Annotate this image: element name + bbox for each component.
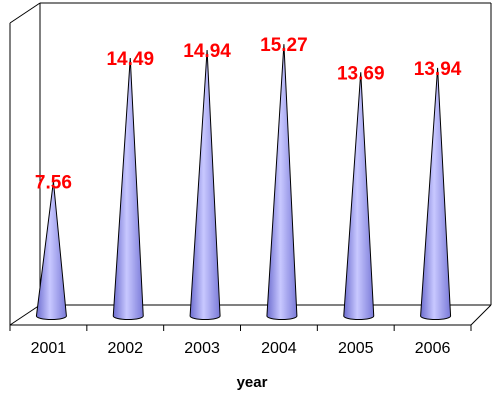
floor-left-depth [9, 304, 41, 326]
bar-2006 [420, 67, 452, 320]
x-axis-title: year [237, 374, 268, 391]
bar-2004 [266, 44, 298, 320]
bar-2003 [189, 50, 221, 320]
data-label-2004: 15.27 [260, 35, 308, 56]
bars-group [35, 44, 452, 320]
back-wall [10, 3, 491, 325]
bar-2005 [343, 72, 375, 320]
data-label-2002: 14.49 [106, 49, 154, 70]
data-label-2006: 13.94 [414, 59, 462, 80]
bar-2002 [112, 58, 144, 320]
floor-right-edge [470, 304, 492, 326]
x-tick-label-2001: 2001 [31, 340, 67, 357]
x-tick-label-2002: 2002 [107, 340, 143, 357]
y-axis-top-depth [9, 2, 41, 24]
data-labels-group: 7.56 14.49 14.94 15.27 13.69 13.94 [35, 35, 462, 193]
x-tick-label-2003: 2003 [184, 340, 220, 357]
plot-frame [9, 2, 492, 326]
data-label-2003: 14.94 [183, 41, 231, 62]
data-label-2005: 13.69 [337, 63, 385, 84]
category-labels-group: 2001 2002 2003 2004 2005 2006 [31, 340, 451, 357]
x-axis-ticks [9, 325, 472, 331]
bar-2001 [35, 181, 67, 320]
x-tick-label-2005: 2005 [338, 340, 374, 357]
x-tick-label-2006: 2006 [415, 340, 451, 357]
data-label-2001: 7.56 [35, 172, 72, 193]
x-tick-label-2004: 2004 [261, 340, 297, 357]
